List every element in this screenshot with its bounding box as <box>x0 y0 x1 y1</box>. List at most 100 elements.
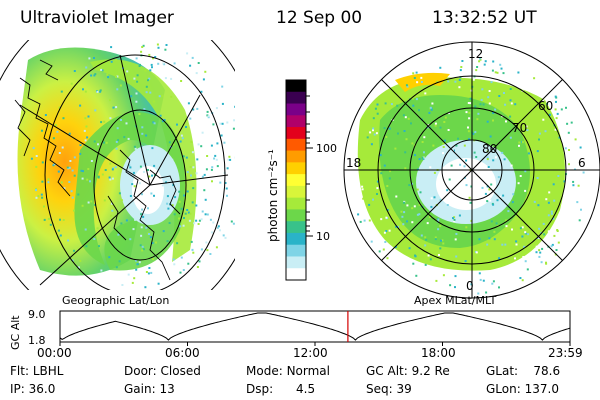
noise-pixel <box>375 132 378 135</box>
noise-pixel <box>189 64 192 67</box>
observation-time: 13:32:52 UT <box>432 8 537 28</box>
noise-pixel <box>123 136 126 139</box>
noise-pixel <box>233 119 235 122</box>
noise-pixel <box>442 142 445 145</box>
noise-pixel <box>47 178 50 181</box>
noise-pixel <box>411 207 414 210</box>
noise-pixel <box>496 199 499 202</box>
colorbar-frame <box>285 79 307 281</box>
noise-pixel <box>485 291 488 294</box>
noise-pixel <box>138 261 141 264</box>
colorbar-swatch <box>286 80 306 93</box>
noise-pixel <box>151 174 153 177</box>
noise-pixel <box>186 171 189 174</box>
noise-pixel <box>479 278 482 281</box>
noise-pixel <box>382 248 385 251</box>
noise-pixel <box>77 193 80 196</box>
noise-pixel <box>370 143 373 146</box>
noise-pixel <box>557 175 560 177</box>
colorbar-swatch <box>286 209 306 222</box>
noise-pixel <box>492 112 495 114</box>
noise-pixel <box>152 57 154 60</box>
noise-pixel <box>143 170 145 173</box>
noise-pixel <box>224 182 227 184</box>
noise-pixel <box>117 233 120 236</box>
noise-pixel <box>101 69 104 72</box>
noise-pixel <box>408 184 411 187</box>
noise-pixel <box>109 99 111 102</box>
noise-pixel <box>127 273 130 276</box>
noise-pixel <box>97 175 100 178</box>
noise-pixel <box>56 130 59 133</box>
noise-pixel <box>486 200 489 203</box>
noise-pixel <box>59 218 61 221</box>
noise-pixel <box>384 102 387 105</box>
noise-pixel <box>77 266 80 269</box>
noise-pixel <box>70 82 73 85</box>
noise-pixel <box>424 263 427 266</box>
noise-pixel <box>523 245 526 248</box>
noise-pixel <box>428 111 431 114</box>
altitude-plot: GC Alt 9.0 1.8 00:00 06:00 12:00 18:00 2… <box>9 308 583 360</box>
noise-pixel <box>378 217 381 220</box>
noise-pixel <box>371 175 373 178</box>
noise-pixel <box>414 255 417 258</box>
noise-pixel <box>97 143 99 146</box>
noise-pixel <box>483 63 486 66</box>
noise-pixel <box>216 226 219 229</box>
noise-pixel <box>153 122 156 125</box>
noise-pixel <box>404 151 407 154</box>
ip-value: 36.0 <box>28 382 56 396</box>
noise-pixel <box>486 156 489 159</box>
noise-pixel <box>132 228 135 231</box>
noise-pixel <box>62 219 65 221</box>
noise-pixel <box>372 117 375 120</box>
door-field: Door: Closed <box>124 364 201 378</box>
noise-pixel <box>191 201 194 204</box>
noise-pixel <box>458 79 461 81</box>
noise-pixel <box>209 218 212 221</box>
noise-pixel <box>153 164 156 167</box>
noise-pixel <box>412 72 415 75</box>
noise-pixel <box>465 159 468 162</box>
noise-pixel <box>237 177 239 179</box>
noise-pixel <box>94 109 97 112</box>
noise-pixel <box>447 112 450 115</box>
noise-pixel <box>384 241 387 243</box>
noise-pixel <box>147 207 149 210</box>
noise-pixel <box>186 190 189 193</box>
noise-pixel <box>529 159 532 162</box>
noise-pixel <box>439 225 442 227</box>
noise-pixel <box>402 114 405 117</box>
noise-pixel <box>435 273 438 276</box>
noise-pixel <box>135 57 138 60</box>
noise-pixel <box>86 136 89 139</box>
noise-pixel <box>115 58 118 61</box>
noise-pixel <box>140 234 143 237</box>
noise-pixel <box>499 73 502 76</box>
noise-pixel <box>474 131 477 134</box>
noise-pixel <box>120 199 123 202</box>
noise-pixel <box>519 227 522 230</box>
noise-pixel <box>566 217 569 220</box>
noise-pixel <box>381 211 384 214</box>
noise-pixel <box>142 248 145 251</box>
noise-pixel <box>135 259 137 262</box>
noise-pixel <box>171 204 174 207</box>
noise-pixel <box>501 243 504 246</box>
alt-xtick-2: 12:00 <box>293 346 328 360</box>
noise-pixel <box>368 219 371 222</box>
noise-pixel <box>134 147 137 150</box>
noise-pixel <box>556 112 559 115</box>
noise-pixel <box>108 176 111 179</box>
noise-pixel <box>68 166 71 169</box>
noise-pixel <box>468 196 471 199</box>
alt-xtick-4: 23:59 <box>548 346 583 360</box>
noise-pixel <box>418 203 421 206</box>
noise-pixel <box>81 177 84 180</box>
noise-pixel <box>550 210 553 213</box>
noise-pixel <box>394 246 397 248</box>
noise-pixel <box>369 207 371 210</box>
noise-pixel <box>386 185 389 187</box>
colorbar-swatch <box>286 103 306 116</box>
